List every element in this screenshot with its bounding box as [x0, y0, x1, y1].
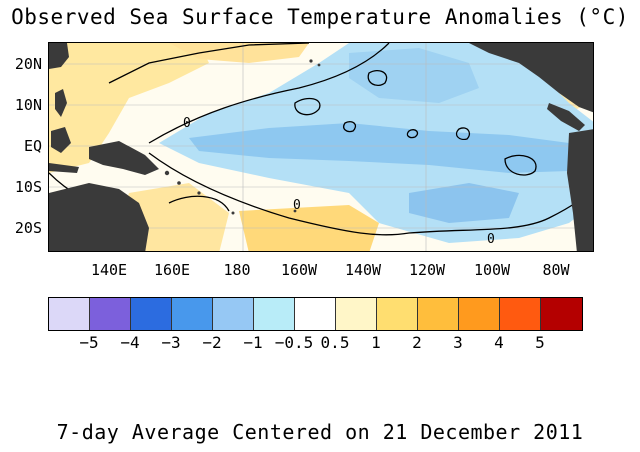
- color-swatch: [541, 298, 582, 330]
- color-scale-tick-label: 2: [412, 333, 422, 352]
- color-scale-tick-label: 3: [453, 333, 463, 352]
- color-swatch: [254, 298, 295, 330]
- land-indonesia-islands: [49, 163, 79, 173]
- color-scale-tick-label: 5: [535, 333, 545, 352]
- color-swatch: [500, 298, 541, 330]
- cool-core-equatorial: [189, 123, 589, 173]
- color-swatch: [49, 298, 90, 330]
- lon-label-140w: 140W: [344, 261, 382, 279]
- color-scale-bar: [48, 297, 583, 331]
- land-north-america: [469, 43, 593, 113]
- map-canvas: 0 0 0: [49, 43, 593, 251]
- color-scale-tick-label: 4: [494, 333, 504, 352]
- color-scale-tick-label: −3: [161, 333, 181, 352]
- lat-label-20n: 20N: [14, 55, 42, 73]
- color-scale-tick-label: 0.5: [320, 333, 350, 352]
- color-swatch: [213, 298, 254, 330]
- lat-label-20s: 20S: [14, 219, 42, 237]
- land-masses: [49, 43, 593, 251]
- warm-patch-north: [169, 43, 309, 63]
- lon-label-140e: 140E: [90, 261, 128, 279]
- lon-label-180: 180: [223, 261, 251, 279]
- pacific-islands: [164, 59, 321, 215]
- color-scale-tick-label: −2: [202, 333, 222, 352]
- color-scale-tick-label: −0.5: [274, 333, 314, 352]
- land-new-guinea: [89, 141, 159, 175]
- land-borneo: [51, 127, 71, 153]
- contour-label-0-c: 0: [487, 232, 495, 247]
- lon-label-80w: 80W: [542, 261, 570, 279]
- color-swatch: [90, 298, 131, 330]
- warm-patch-west: [49, 43, 209, 173]
- color-swatch: [459, 298, 500, 330]
- land-asia-northwest: [49, 43, 69, 69]
- color-scale-tick-label: −5: [79, 333, 99, 352]
- color-scale-tick-label: −4: [120, 333, 140, 352]
- color-swatch: [418, 298, 459, 330]
- color-scale-tick-label: 1: [371, 333, 381, 352]
- lat-label-10n: 10N: [14, 96, 42, 114]
- contour-label-0-a: 0: [183, 116, 191, 131]
- color-swatch: [172, 298, 213, 330]
- lon-label-160e: 160E: [153, 261, 191, 279]
- color-swatch: [377, 298, 418, 330]
- color-swatch: [295, 298, 336, 330]
- land-australia: [49, 183, 149, 251]
- lat-label-10s: 10S: [14, 178, 42, 196]
- land-philippines: [55, 89, 67, 117]
- lon-label-160w: 160W: [280, 261, 318, 279]
- contour-label-0-b: 0: [293, 198, 301, 213]
- land-central-america: [547, 103, 585, 131]
- averaging-period-caption: 7-day Average Centered on 21 December 20…: [56, 420, 584, 444]
- lon-label-120w: 120W: [408, 261, 446, 279]
- color-swatch: [336, 298, 377, 330]
- sst-anomaly-map: 0 0 0: [48, 42, 594, 252]
- lon-label-100w: 100W: [473, 261, 511, 279]
- warm-patch-south: [239, 205, 379, 251]
- color-scale-tick-label: −1: [243, 333, 263, 352]
- zero-contours: [49, 43, 593, 236]
- color-swatch: [131, 298, 172, 330]
- cool-core-south: [409, 183, 519, 223]
- land-south-america: [567, 129, 593, 251]
- map-title: Observed Sea Surface Temperature Anomali…: [11, 5, 629, 29]
- cool-core-north: [349, 48, 479, 103]
- lat-label-eq: EQ: [23, 137, 42, 155]
